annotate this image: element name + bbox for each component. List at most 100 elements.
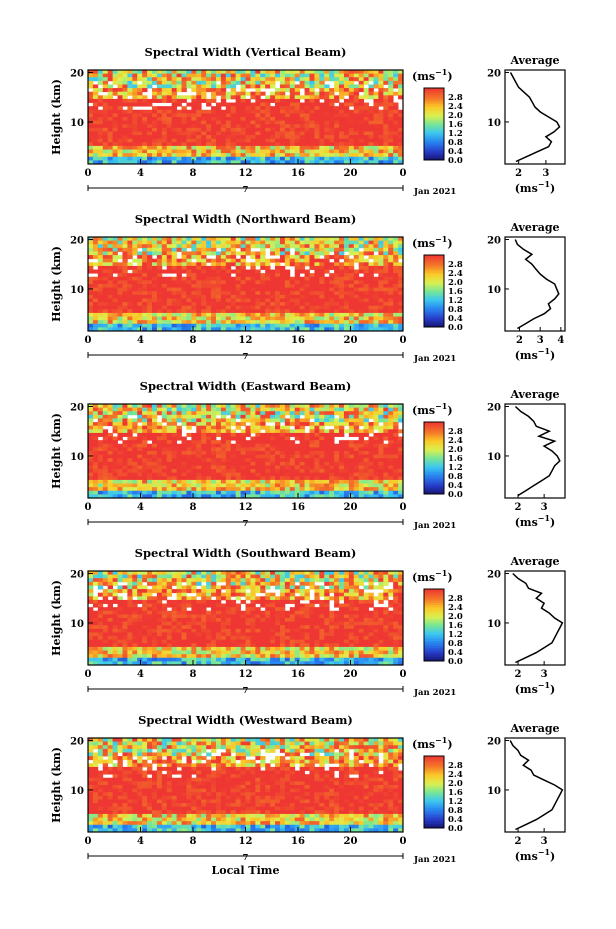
heatmap-cell bbox=[358, 284, 365, 289]
heatmap-cell bbox=[314, 237, 320, 242]
heatmap-cell bbox=[363, 280, 369, 285]
heatmap-cell bbox=[211, 117, 217, 122]
colorbar-swatch bbox=[424, 268, 444, 272]
heatmap-cell bbox=[339, 251, 345, 256]
heatmap-cell bbox=[289, 160, 296, 165]
heatmap-cell bbox=[265, 432, 271, 437]
heatmap-cell bbox=[97, 447, 104, 452]
heatmap-cell bbox=[186, 305, 192, 310]
heatmap-cell bbox=[97, 432, 104, 437]
heatmap-cell bbox=[186, 291, 192, 296]
heatmap-cell bbox=[97, 77, 104, 82]
heatmap-cell bbox=[230, 302, 237, 307]
heatmap-cell bbox=[314, 490, 320, 495]
heatmap-cell bbox=[284, 454, 291, 459]
heatmap-cell bbox=[151, 276, 158, 281]
heatmap-cell bbox=[107, 240, 114, 245]
heatmap-cell bbox=[235, 323, 241, 328]
heatmap-cell bbox=[88, 156, 94, 161]
heatmap-cell bbox=[309, 472, 315, 477]
colorbar-tick-label: 0.4 bbox=[448, 314, 463, 324]
heatmap-cell bbox=[107, 269, 114, 274]
y-axis-label: Height (km) bbox=[50, 79, 63, 155]
heatmap-cell bbox=[107, 323, 114, 328]
heatmap-cell bbox=[92, 316, 99, 321]
heatmap-cell bbox=[240, 320, 246, 325]
heatmap-cell bbox=[97, 269, 104, 274]
heatmap-cell bbox=[363, 131, 369, 136]
heatmap-cell bbox=[353, 91, 360, 96]
x-tick-label: 8 bbox=[190, 168, 197, 179]
heatmap-cell bbox=[215, 269, 222, 274]
heatmap-cell bbox=[339, 156, 345, 161]
heatmap-cell bbox=[88, 91, 94, 96]
heatmap-cell bbox=[171, 422, 177, 427]
heatmap-cell bbox=[181, 124, 187, 129]
heatmap-cell bbox=[201, 472, 207, 477]
heatmap-cell bbox=[137, 414, 143, 419]
heatmap-cell bbox=[398, 280, 404, 285]
heatmap-cell bbox=[348, 124, 355, 129]
heatmap-cell bbox=[161, 407, 168, 412]
heatmap-cell bbox=[235, 490, 241, 495]
heatmap-cell bbox=[393, 265, 399, 270]
heatmap-cell bbox=[348, 73, 355, 78]
heatmap-cell bbox=[334, 117, 340, 122]
heatmap-cell bbox=[112, 461, 118, 466]
heatmap-cell bbox=[102, 77, 109, 82]
heatmap-cell bbox=[151, 120, 158, 125]
heatmap-cell bbox=[211, 262, 217, 267]
heatmap-cell bbox=[398, 461, 404, 466]
heatmap-cell bbox=[329, 145, 335, 150]
heatmap-cell bbox=[112, 425, 118, 430]
heatmap-cell bbox=[240, 476, 246, 481]
heatmap-cell bbox=[211, 302, 217, 307]
heatmap-cell bbox=[142, 414, 148, 419]
heatmap-cell bbox=[196, 436, 202, 441]
heatmap-cell bbox=[319, 291, 325, 296]
heatmap-cell bbox=[363, 287, 369, 292]
heatmap-cell bbox=[211, 95, 217, 100]
heatmap-cell bbox=[388, 305, 394, 310]
heatmap-cell bbox=[324, 407, 330, 412]
heatmap-cell bbox=[343, 312, 350, 317]
heatmap-cell bbox=[112, 269, 118, 274]
heatmap-cell bbox=[358, 149, 365, 154]
heatmap-cell bbox=[181, 472, 187, 477]
heatmap-cell bbox=[363, 479, 369, 484]
heatmap-cell bbox=[284, 287, 291, 292]
heatmap-cell bbox=[142, 138, 148, 143]
heatmap-cell bbox=[220, 472, 227, 477]
heatmap-cell bbox=[304, 84, 310, 89]
heatmap-cell bbox=[206, 472, 212, 477]
heatmap-cell bbox=[240, 483, 246, 488]
heatmap-cell bbox=[220, 91, 227, 96]
heatmap-cell bbox=[260, 145, 266, 150]
heatmap-cell bbox=[102, 102, 109, 107]
heatmap-cell bbox=[176, 265, 182, 270]
heatmap-cell bbox=[265, 483, 271, 488]
heatmap-cell bbox=[260, 84, 266, 89]
heatmap-cell bbox=[275, 323, 281, 328]
heatmap-cell bbox=[88, 465, 94, 470]
colorbar-swatch bbox=[424, 146, 444, 150]
heatmap-cell bbox=[309, 483, 315, 488]
heatmap-cell bbox=[388, 280, 394, 285]
heatmap-cell bbox=[230, 472, 237, 477]
heatmap-cell bbox=[88, 160, 94, 165]
heatmap-cell bbox=[289, 284, 296, 289]
heatmap-cell bbox=[191, 160, 197, 165]
heatmap-cell bbox=[196, 138, 202, 143]
heatmap-cell bbox=[147, 262, 153, 267]
heatmap-cell bbox=[112, 443, 118, 448]
heatmap-cell bbox=[92, 117, 99, 122]
heatmap-cell bbox=[171, 494, 177, 499]
heatmap-cell bbox=[398, 429, 404, 434]
heatmap-cell bbox=[260, 138, 266, 143]
heatmap-cell bbox=[358, 494, 365, 499]
heatmap-cell bbox=[88, 251, 94, 256]
heatmap-cell bbox=[245, 138, 251, 143]
heatmap-cell bbox=[373, 323, 379, 328]
heatmap-cell bbox=[378, 237, 384, 242]
heatmap-cell bbox=[304, 309, 310, 314]
